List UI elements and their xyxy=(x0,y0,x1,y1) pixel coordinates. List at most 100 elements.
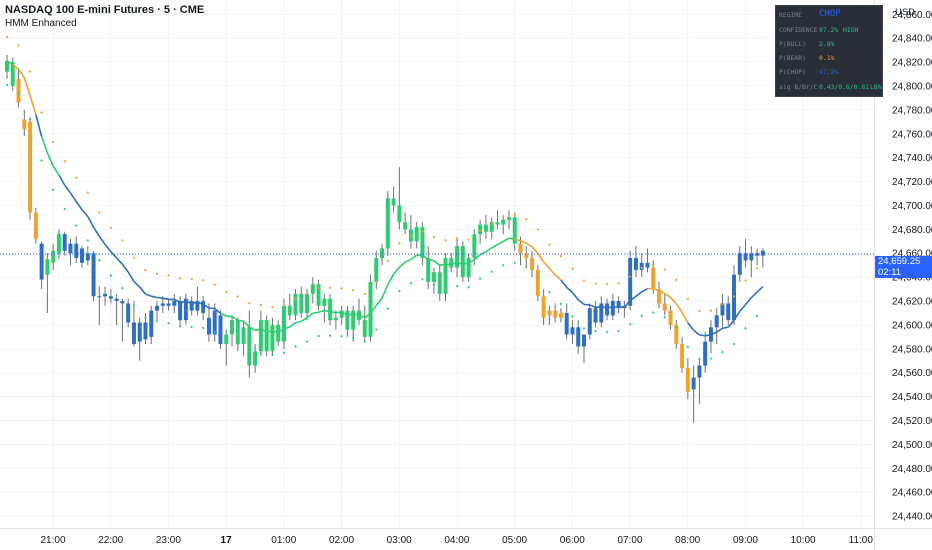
upper-band-dot xyxy=(5,35,9,39)
candle-body xyxy=(276,324,281,342)
bar-countdown: 02:11 xyxy=(878,267,902,278)
regime-line-segment xyxy=(641,287,648,293)
lower-band-dot xyxy=(132,304,136,307)
lower-band-dot xyxy=(571,315,574,318)
candle-body xyxy=(120,301,125,304)
hmm-key: P(BULL) xyxy=(779,40,806,48)
regime-line-segment xyxy=(248,326,256,332)
upper-band-dot xyxy=(167,274,170,277)
candle-body xyxy=(633,258,638,270)
upper-band-dot xyxy=(17,44,20,47)
upper-band-dot xyxy=(259,303,262,307)
regime-line-segment xyxy=(185,301,192,304)
regime-line-segment xyxy=(145,293,152,297)
upper-band-dot xyxy=(155,272,159,275)
candle-body xyxy=(155,305,160,311)
regime-line-segment xyxy=(220,312,227,317)
upper-band-dot xyxy=(375,280,378,283)
price-tick-label: 24,560.00 xyxy=(892,368,932,379)
lower-band-dot xyxy=(75,224,78,227)
regime-line-segment xyxy=(87,216,95,228)
regime-line-segment xyxy=(456,261,464,265)
lower-band-dot xyxy=(317,335,320,338)
lower-band-dot xyxy=(294,345,297,348)
candle-body xyxy=(230,320,235,335)
regime-line-segment xyxy=(277,328,285,334)
candle-body xyxy=(662,303,667,311)
candle-body xyxy=(449,258,454,268)
lower-band-dot xyxy=(479,277,482,280)
hmm-value: 2.8% xyxy=(819,40,835,48)
candle-body xyxy=(247,327,252,366)
upper-band-dot xyxy=(467,238,470,241)
upper-band-dot xyxy=(629,275,632,278)
price-tick-label: 24,460.00 xyxy=(892,488,932,499)
upper-band-dot xyxy=(525,218,528,221)
upper-band-dot xyxy=(536,228,539,231)
candle-body xyxy=(305,293,310,313)
upper-band-dot xyxy=(225,291,228,294)
upper-band-dot xyxy=(202,279,205,282)
candle-body xyxy=(460,246,465,278)
indicator-label[interactable]: HMM Enhanced xyxy=(5,18,77,29)
hmm-extra: HIGH xyxy=(843,26,859,34)
regime-line-segment xyxy=(289,322,296,328)
hmm-key: CONFIDENCE xyxy=(779,26,818,34)
candle-body xyxy=(91,253,96,297)
candle-body xyxy=(570,327,575,335)
regime-line-segment xyxy=(81,209,89,218)
regime-line-segment xyxy=(40,136,49,154)
candle-body xyxy=(553,310,558,318)
candle-body xyxy=(391,198,396,206)
candle-body xyxy=(16,78,21,103)
regime-line-segment xyxy=(266,330,273,333)
candle-body xyxy=(443,258,448,294)
lower-band-dot xyxy=(525,265,528,269)
upper-band-dot xyxy=(617,282,620,285)
hmm-row: REGIME CHOP xyxy=(779,9,880,21)
candle-body xyxy=(33,212,38,239)
regime-line-segment xyxy=(272,330,279,334)
regime-line-segment xyxy=(450,261,458,266)
candle-body xyxy=(472,234,477,259)
regime-line-segment xyxy=(300,317,308,323)
candle-body xyxy=(126,303,131,323)
lower-band-dot xyxy=(756,314,759,318)
regime-line-segment xyxy=(623,299,631,308)
candle-body xyxy=(639,262,644,270)
regime-line-segment xyxy=(392,266,400,275)
candle-body xyxy=(281,305,286,342)
hmm-row: P(CHOP) 97.2% xyxy=(779,66,880,78)
time-tick-label: 02:00 xyxy=(329,535,354,546)
candle-body xyxy=(351,310,356,330)
regime-line-segment xyxy=(750,291,758,299)
regime-line-segment xyxy=(127,271,135,283)
candle-body xyxy=(582,334,586,347)
upper-band-dot xyxy=(294,297,297,300)
time-tick-label: 01:00 xyxy=(271,535,296,546)
candle-body xyxy=(328,298,333,321)
lower-band-dot xyxy=(432,283,436,286)
hmm-row: CONFIDENCE 97.2% HIGH xyxy=(779,24,880,36)
regime-line-segment xyxy=(433,260,441,266)
price-tick-label: 24,820.00 xyxy=(892,58,932,69)
regime-line-segment xyxy=(133,281,141,288)
lower-band-dot xyxy=(652,311,655,314)
candle-body xyxy=(235,320,240,345)
candle-body xyxy=(685,367,690,392)
regime-line-segment xyxy=(23,77,31,96)
lower-band-dot xyxy=(444,287,447,290)
regime-line-segment xyxy=(173,298,181,303)
candle-body xyxy=(564,312,569,335)
upper-band-dot xyxy=(502,216,505,219)
lower-band-dot xyxy=(109,274,112,277)
candle-body xyxy=(420,226,425,259)
candle-body xyxy=(74,243,79,259)
upper-band-dot xyxy=(75,176,78,179)
upper-band-dot xyxy=(329,286,332,289)
candle-body xyxy=(85,253,90,261)
regime-line-segment xyxy=(35,114,43,137)
candle-body xyxy=(253,351,258,366)
regime-line-segment xyxy=(98,235,106,245)
